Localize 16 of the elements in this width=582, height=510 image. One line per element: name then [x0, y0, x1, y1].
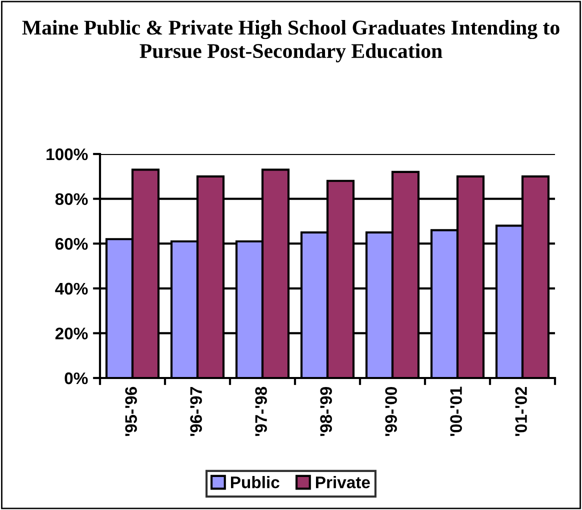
y-tick-label: 40% — [55, 282, 88, 295]
x-tick-label: '95-'96 — [125, 386, 137, 436]
x-tick-label: '00-'01 — [450, 386, 462, 436]
legend-label: Public — [230, 476, 280, 488]
x-tick-label: '96-'97 — [190, 387, 202, 436]
y-tick-label: 0% — [64, 372, 88, 384]
y-tick-label: 20% — [55, 328, 88, 340]
chart-title: Maine Public & Private High School Graduates Intending to Pursue Post-Secondary Education — [22, 20, 560, 62]
x-tick-label: '97-'98 — [255, 386, 267, 436]
x-tick-label: '99-'00 — [385, 387, 397, 436]
y-tick-label: 60% — [55, 238, 88, 250]
y-tick-label: 80% — [55, 193, 88, 206]
x-tick-label: '01-'02 — [515, 386, 527, 436]
x-tick-label: '98-'99 — [320, 386, 332, 436]
y-tick-label: 100% — [46, 148, 88, 160]
legend-label: Private — [316, 476, 370, 488]
